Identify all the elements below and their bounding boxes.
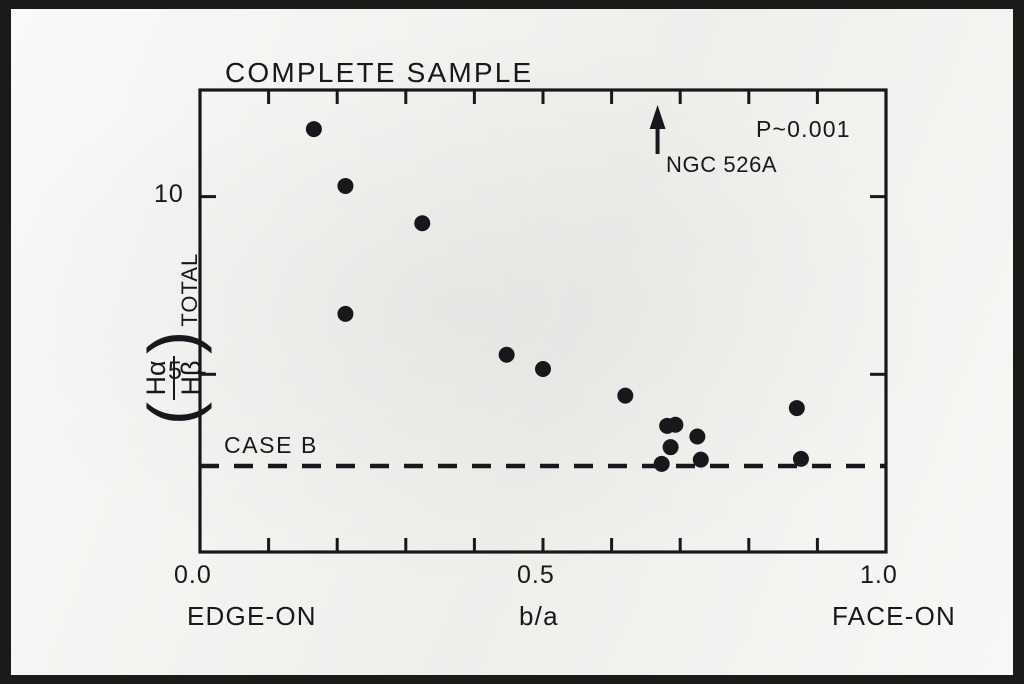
p-value-annotation: P~0.001 bbox=[756, 116, 851, 142]
x-tick-label: 0.5 bbox=[517, 561, 555, 589]
axis-caption-face-on: FACE-ON bbox=[832, 601, 956, 631]
data-point-group bbox=[305, 121, 809, 472]
ngc-526a-arrow-icon bbox=[649, 105, 666, 154]
x-axis-ticks bbox=[198, 90, 888, 552]
y-axis-label: ( Hα Hβ ) TOTAL bbox=[59, 224, 289, 454]
y-label-denominator: Hβ bbox=[176, 360, 206, 396]
axis-caption-b-over-a: b/a bbox=[519, 601, 559, 631]
figure-container: COMPLETE SAMPLE P~0.001 NGC 526A CASE B … bbox=[11, 9, 1013, 675]
x-tick-label: 1.0 bbox=[860, 561, 898, 589]
photograph-surface: COMPLETE SAMPLE P~0.001 NGC 526A CASE B … bbox=[11, 9, 1013, 675]
scatter-plot-canvas bbox=[198, 88, 888, 554]
y-label-fraction: Hα Hβ bbox=[140, 355, 207, 400]
plot-frame bbox=[198, 88, 888, 554]
y-label-fraction-bar bbox=[173, 355, 175, 400]
y-label-open-paren: ( bbox=[134, 401, 213, 426]
y-axis-ticks bbox=[200, 195, 886, 376]
y-label-numerator: Hα bbox=[140, 360, 171, 396]
y-label-subscript: TOTAL bbox=[177, 252, 203, 327]
x-tick-label: 0.0 bbox=[174, 561, 212, 589]
y-label-close-paren: ) bbox=[134, 330, 213, 354]
y-tick-label: 10 bbox=[154, 179, 184, 208]
axis-caption-edge-on: EDGE-ON bbox=[187, 601, 317, 631]
ngc-526a-label: NGC 526A bbox=[666, 152, 778, 177]
chart-title: COMPLETE SAMPLE bbox=[225, 57, 534, 88]
case-b-label: CASE B bbox=[224, 432, 318, 458]
